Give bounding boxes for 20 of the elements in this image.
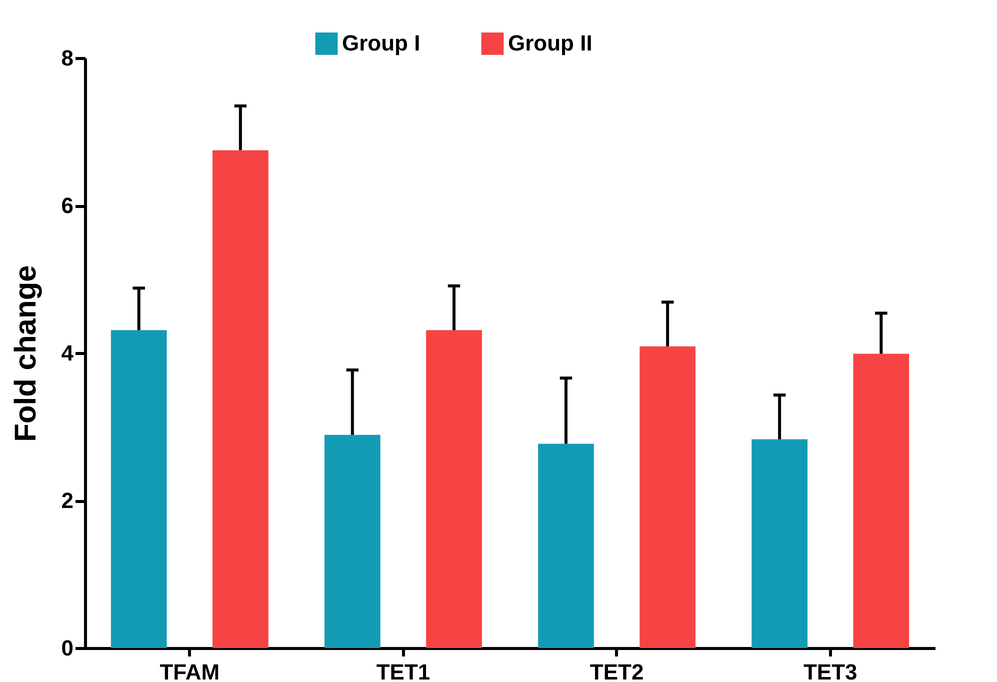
bar xyxy=(538,444,594,648)
legend-label: Group II xyxy=(508,30,592,56)
x-tick-label: TFAM xyxy=(160,660,220,682)
legend-label: Group I xyxy=(342,30,420,56)
bar xyxy=(212,150,268,648)
y-tick-label: 2 xyxy=(61,488,74,513)
y-tick-label: 0 xyxy=(61,636,74,660)
bar xyxy=(110,330,167,648)
bar xyxy=(426,330,482,648)
x-tick-label: TET1 xyxy=(376,660,430,682)
y-tick-label: 8 xyxy=(61,46,74,70)
y-tick-label: 4 xyxy=(61,340,74,366)
bar xyxy=(752,439,808,648)
bar xyxy=(324,434,380,648)
bar xyxy=(853,354,910,648)
bar xyxy=(640,346,696,648)
x-tick-label: TET3 xyxy=(803,660,858,682)
y-axis-title: Fold change xyxy=(9,265,42,442)
y-tick-label: 6 xyxy=(61,193,74,218)
x-tick-label: TET2 xyxy=(590,660,644,682)
